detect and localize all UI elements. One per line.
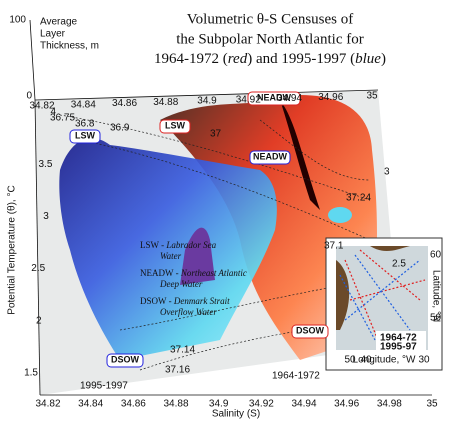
period-label: 1995-1997 [80,381,128,392]
tick-label: 3 [43,211,49,222]
tick-label: 34.82 [29,101,54,112]
contour-label: 37 [210,129,222,140]
inset-axis-label: Latitude, °N [430,270,441,322]
water-mass-label: NEADW [257,92,292,102]
legend-desc: Denmark Strait [173,296,230,306]
water-mass-label: NEADW [253,151,288,161]
tick-label: 34.94 [277,93,302,104]
legend-desc: Water [160,251,182,261]
tick-label: 3.5 [38,159,52,170]
inset-axis-label: Longitude, °W [353,355,416,366]
period-label: 1964-1972 [272,371,320,382]
tick-label: 34.98 [377,399,402,410]
tick-label: 34.9 [209,399,229,410]
tick-label: 34.84 [71,99,96,110]
tick-label: 34.88 [153,97,178,108]
title: Volumetric θ-S Censuses of [187,11,353,27]
title: the Subpolar North Atlantic for [176,31,363,47]
inset-land [336,246,410,330]
inset-tracks [339,249,426,346]
blue-peak [180,227,215,285]
inset-legend: 1964-72 [380,333,417,344]
tick-label: 35 [366,91,378,102]
legend-sep: - [166,296,174,306]
contour-label: 36.9 [110,123,130,134]
tick-label: 34.88 [163,399,188,410]
tick-label: 34.96 [318,92,343,103]
contour-label: 36.75 [50,113,75,124]
contour-label: 37.1 [324,241,344,252]
tick-label: 34.92 [236,94,261,105]
contour-label: 37.24 [346,193,371,204]
inset-tick: 30 [418,355,430,366]
legend-entry: LSW - Labrador Sea [140,240,217,250]
legend-abbr: DSOW [140,296,167,306]
red-ridge [280,100,320,210]
blue-blob [328,207,352,223]
tick-label: 34.86 [121,399,146,410]
tick-label: 34.86 [112,98,137,109]
water-mass-label: LSW [165,120,186,130]
inset-tick: 50 [344,355,356,366]
box [69,129,101,144]
legend-abbr: NEADW [140,268,174,278]
legend-entry: DSOW - Denmark Strait [140,296,230,306]
tick-label: 34.92 [249,399,274,410]
tick-label: 34.84 [78,399,103,410]
axis-label: Average [40,17,78,28]
inset-tick: 40 [360,355,372,366]
box [291,324,329,339]
tick-label: 34.96 [334,399,359,410]
axes [29,19,432,396]
box [159,119,191,134]
blue-surface [59,138,277,360]
tick-label: 3 [384,167,390,178]
legend-entry: NEADW - Northeast Atlantic [140,268,247,278]
legend-sep: - [159,240,167,250]
axis-label: Layer [40,29,66,40]
title: 1964-1972 (red) and 1995-1997 (blue) [154,51,386,67]
tick-label: 4 [50,107,56,118]
contour-label: 37.16 [165,365,190,376]
water-mass-label: DSOW [296,325,325,335]
contour-label: 36.8 [75,119,95,130]
tick-label: 0 [26,91,32,102]
tick-label: 34.9 [197,96,217,107]
legend-desc: Northeast Atlantic [180,268,247,278]
box [247,91,301,106]
tick-label: 100 [9,15,26,26]
legend-sep: - [173,268,181,278]
legend-desc: Deep Water [159,279,203,289]
inset-tick: 50 [430,313,442,324]
axis-label: Potential Temperature (θ), °C [7,185,18,314]
tick-label: 34.82 [35,399,60,410]
inset-tick: 60 [430,250,442,261]
axis-label: Salinity (S) [212,409,260,420]
inset-legend-box [376,331,426,353]
box [106,353,144,368]
water-mass-label: DSOW [111,354,140,364]
legend-abbr: LSW [140,240,160,250]
tick-label: 2 [36,315,42,326]
axis-label: Thickness, m [40,41,99,52]
contour-label: 37.14 [170,345,195,356]
tick-label: 2.5 [392,259,406,270]
legend-desc: Labrador Sea [165,240,216,250]
tick-label: 2.5 [31,263,45,274]
box [249,150,291,165]
water-mass-label: LSW [75,130,96,140]
tick-label: 34.94 [291,399,316,410]
tick-label: 35 [426,399,438,410]
tick-label: 1.5 [24,368,38,379]
legend-desc: Overflow Water [160,307,217,317]
inset-legend: 1995-97 [380,342,417,353]
